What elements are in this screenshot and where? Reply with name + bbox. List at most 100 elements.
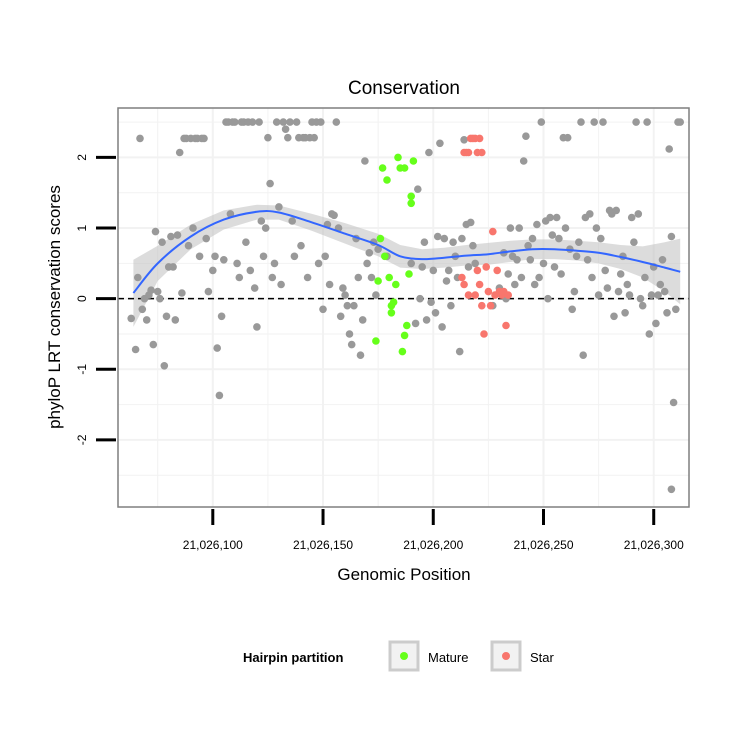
point-other: [420, 238, 429, 246]
point-mature: [407, 192, 416, 201]
point-mature: [400, 164, 409, 172]
point-star: [460, 280, 468, 289]
point-other: [623, 280, 632, 289]
point-mature: [392, 280, 400, 289]
point-other: [272, 118, 281, 126]
point-other: [568, 305, 576, 314]
y-tick-label: -2: [75, 434, 89, 445]
point-other: [211, 252, 219, 261]
point-star: [480, 330, 488, 338]
point-other: [314, 259, 323, 268]
point-star: [458, 273, 466, 282]
point-other: [330, 211, 338, 220]
point-other: [184, 241, 193, 250]
point-other: [195, 252, 204, 261]
point-other: [255, 118, 263, 126]
point-other: [643, 118, 651, 126]
point-other: [321, 252, 330, 261]
point-other: [546, 213, 554, 222]
point-other: [427, 298, 435, 307]
point-other: [147, 286, 155, 295]
point-other: [636, 294, 645, 303]
point-other: [149, 340, 158, 349]
point-other: [460, 136, 468, 144]
point-other: [277, 280, 285, 289]
point-mature: [400, 331, 409, 340]
point-mature: [372, 337, 380, 345]
y-axis: -2 -1 0 1 2: [75, 154, 116, 445]
point-other: [522, 132, 530, 140]
point-other: [270, 259, 279, 268]
point-other: [533, 220, 541, 229]
point-mature: [387, 309, 396, 317]
point-other: [365, 249, 374, 257]
point-other: [676, 118, 684, 126]
point-other: [630, 238, 638, 246]
point-other: [513, 255, 521, 264]
point-other: [506, 224, 515, 232]
point-other: [286, 118, 294, 126]
point-other: [438, 323, 446, 331]
point-mature: [405, 270, 413, 278]
point-other: [634, 210, 643, 218]
point-other: [444, 266, 453, 275]
point-other: [660, 287, 669, 296]
point-other: [248, 118, 257, 126]
point-star: [486, 301, 495, 310]
point-other: [530, 280, 539, 289]
point-other: [517, 273, 526, 282]
point-other: [431, 309, 440, 317]
y-tick-label: 0: [75, 295, 89, 302]
point-other: [242, 238, 250, 246]
point-other: [555, 234, 563, 243]
point-other: [515, 224, 523, 232]
point-other: [235, 273, 244, 282]
point-other: [548, 231, 557, 239]
plot-border: [117, 107, 690, 508]
point-other: [616, 270, 625, 278]
point-star: [473, 266, 482, 275]
point-other: [167, 232, 175, 241]
point-other: [332, 118, 341, 126]
point-other: [544, 294, 552, 303]
point-other: [284, 133, 292, 142]
point-other: [264, 133, 272, 142]
point-other: [162, 312, 171, 321]
point-other: [253, 323, 261, 331]
point-mature: [389, 298, 398, 307]
point-other: [577, 118, 585, 126]
point-other: [652, 319, 660, 328]
point-other: [433, 232, 442, 241]
point-star: [475, 134, 484, 143]
point-other: [656, 280, 665, 289]
point-other: [526, 255, 535, 264]
legend: Hairpin partition Mature Star: [243, 640, 555, 672]
point-other: [339, 284, 347, 292]
point-mature: [376, 234, 385, 243]
point-other: [158, 238, 166, 246]
point-star: [478, 301, 486, 310]
point-mature: [383, 176, 391, 184]
point-other: [354, 273, 363, 282]
point-mature: [407, 199, 416, 208]
legend-swatch-star: [502, 652, 510, 660]
point-other: [588, 273, 596, 282]
point-mature: [398, 347, 407, 356]
point-other: [138, 305, 147, 314]
point-other: [570, 287, 579, 296]
point-other: [367, 273, 376, 282]
point-other: [535, 273, 543, 282]
point-other: [672, 305, 680, 314]
point-other: [292, 118, 301, 126]
point-other: [621, 309, 629, 317]
point-other: [336, 312, 345, 321]
point-other: [259, 252, 268, 261]
point-other: [151, 227, 160, 236]
point-other: [658, 255, 667, 264]
point-other: [317, 118, 325, 126]
data-points: [127, 118, 684, 494]
point-other: [204, 287, 213, 296]
point-other: [572, 252, 581, 261]
point-other: [603, 284, 612, 292]
point-other: [257, 217, 266, 225]
